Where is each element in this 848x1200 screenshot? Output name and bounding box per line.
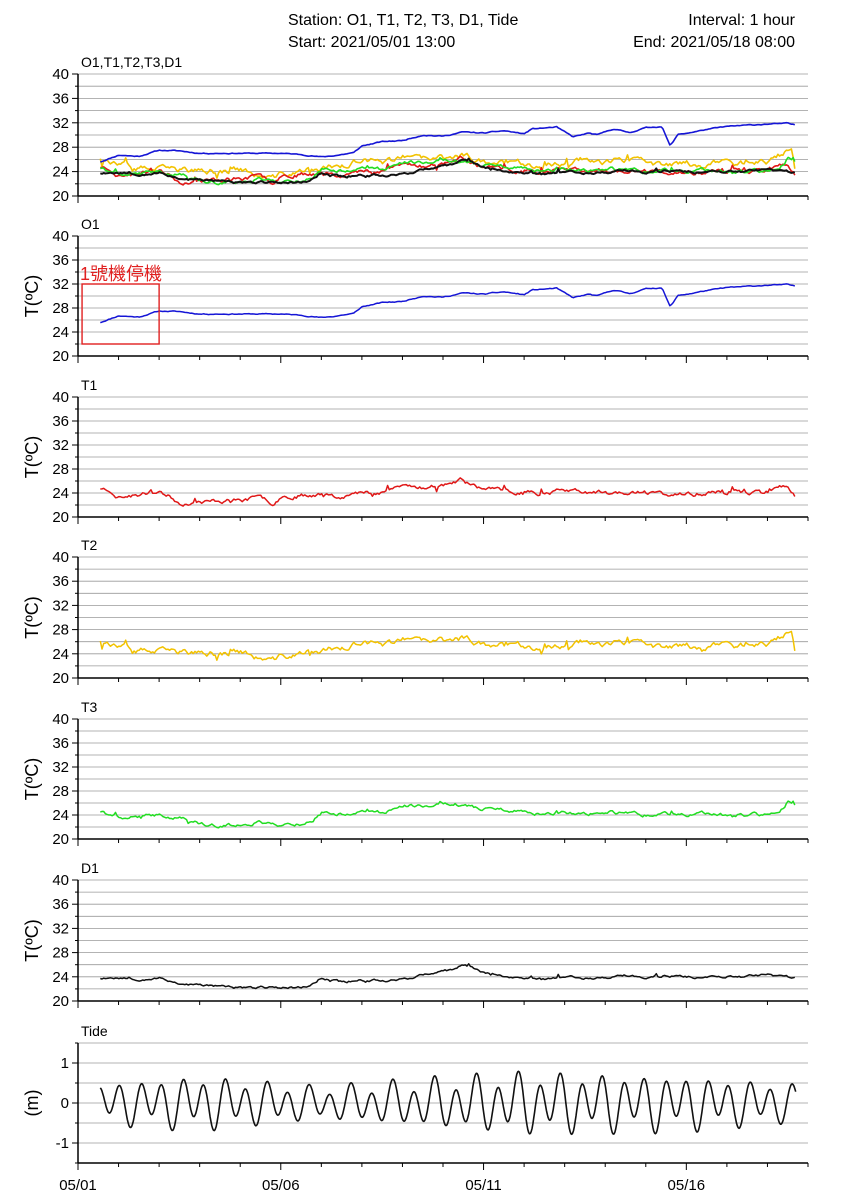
y-axis-label: (m)	[22, 1090, 42, 1117]
y-tick-label: 20	[52, 348, 69, 365]
x-tick-label: 05/11	[465, 1177, 501, 1194]
y-tick-label: 20	[52, 670, 69, 687]
panel-tide: -1 0 1 Tide (m)	[22, 1023, 809, 1170]
y-tick-label: 28	[52, 300, 69, 317]
header-end: End: 2021/05/18 08:00	[633, 34, 795, 51]
y-tick-label: 32	[52, 759, 69, 776]
y-tick-label: 36	[52, 573, 69, 590]
y-tick-label: 32	[52, 920, 69, 937]
y-tick-label: 40	[52, 389, 69, 406]
header-station: Station: O1, T1, T2, T3, D1, Tide	[288, 12, 519, 29]
y-axis-label: T(ºC)	[22, 436, 42, 479]
series-line-tide	[99, 1070, 797, 1136]
y-tick-label: 20	[52, 831, 69, 848]
y-tick-label: 24	[52, 164, 69, 181]
series-line-d1	[100, 157, 796, 185]
y-tick-label: 40	[52, 711, 69, 728]
y-tick-label: 28	[52, 461, 69, 478]
y-tick-label: 24	[52, 485, 69, 502]
y-tick-label: 20	[52, 188, 69, 205]
y-tick-label: 32	[52, 115, 69, 132]
y-tick-label: 0	[61, 1095, 69, 1112]
annotation-box	[81, 283, 160, 345]
y-tick-label: -1	[56, 1135, 69, 1152]
x-tick-label: 05/01	[59, 1177, 97, 1194]
y-tick-label: 24	[52, 646, 69, 663]
y-tick-label: 24	[52, 324, 69, 341]
y-tick-label: 36	[52, 413, 69, 430]
panel-title: O1,T1,T2,T3,D1	[81, 54, 182, 70]
x-tick-label: 05/06	[262, 1177, 300, 1194]
y-tick-label: 36	[52, 252, 69, 269]
y-tick-label: 40	[52, 549, 69, 566]
series-line-o1	[100, 121, 796, 163]
panel-title: O1	[81, 216, 100, 232]
y-tick-label: 32	[52, 276, 69, 293]
y-tick-label: 32	[52, 437, 69, 454]
y-axis-label: T(ºC)	[22, 758, 42, 801]
y-axis-label: T(ºC)	[22, 596, 42, 639]
y-tick-label: 28	[52, 783, 69, 800]
y-axis-label: T(ºC)	[22, 275, 42, 318]
header-interval: Interval: 1 hour	[688, 12, 795, 29]
y-tick-label: 28	[52, 139, 69, 156]
header-start: Start: 2021/05/01 13:00	[288, 34, 456, 51]
y-tick-label: 40	[52, 872, 69, 889]
panel-o1-t1-t2-t3-d1: 20 24 28 32 36 40 O1,T1,T2,T3,D1	[52, 54, 809, 205]
y-tick-label: 32	[52, 597, 69, 614]
series-line-t2	[99, 630, 796, 661]
y-tick-label: 24	[52, 807, 69, 824]
series-line-t1	[100, 477, 796, 507]
x-tick-label: 05/16	[668, 1177, 706, 1194]
panel-o1: 20 24 28 32 36 40 O1 T(ºC) 1號機停機	[22, 216, 809, 365]
panel-title: D1	[81, 860, 99, 876]
y-tick-label: 1	[61, 1055, 69, 1072]
y-tick-label: 20	[52, 509, 69, 526]
panel-d1: 20 24 28 32 36 40 D1 T(ºC)	[22, 860, 809, 1010]
series-line-o1	[100, 283, 796, 324]
panel-title: T2	[81, 537, 98, 553]
y-tick-label: 36	[52, 90, 69, 107]
y-tick-label: 24	[52, 969, 69, 986]
panel-title: Tide	[81, 1023, 108, 1039]
panel-title: T1	[81, 377, 98, 393]
y-tick-label: 20	[52, 993, 69, 1010]
series-line-t3	[100, 800, 796, 829]
y-axis-label: T(ºC)	[22, 919, 42, 962]
annotation-label: 1號機停機	[80, 264, 162, 284]
series-line-d1	[100, 963, 796, 990]
y-tick-label: 28	[52, 945, 69, 962]
y-tick-label: 40	[52, 228, 69, 245]
y-tick-label: 28	[52, 622, 69, 639]
y-tick-label: 36	[52, 896, 69, 913]
panel-title: T3	[81, 699, 98, 715]
series-line-t2	[99, 148, 796, 179]
panel-t1: 20 24 28 32 36 40 T1 T(ºC)	[22, 377, 809, 526]
y-tick-label: 36	[52, 735, 69, 752]
panel-t3: 20 24 28 32 36 40 T3 T(ºC)	[22, 699, 809, 848]
panel-t2: 20 24 28 32 36 40 T2 T(ºC)	[22, 537, 809, 687]
y-tick-label: 40	[52, 66, 69, 83]
